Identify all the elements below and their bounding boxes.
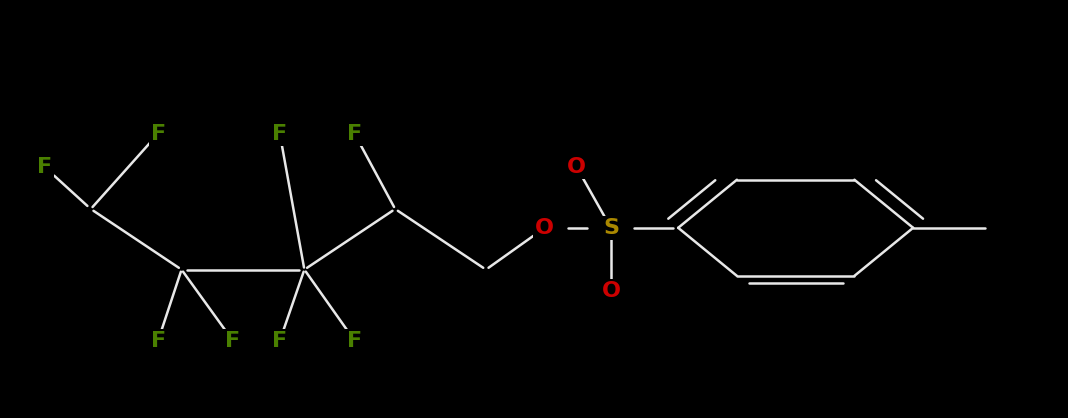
Text: F: F (347, 331, 362, 351)
Text: O: O (535, 218, 554, 238)
Text: F: F (151, 331, 166, 351)
Text: O: O (601, 280, 621, 301)
Text: F: F (225, 331, 240, 351)
Text: F: F (272, 331, 287, 351)
Text: F: F (347, 124, 362, 144)
Text: F: F (37, 157, 52, 177)
Text: F: F (272, 124, 287, 144)
Text: F: F (151, 124, 166, 144)
Text: S: S (603, 218, 618, 238)
Text: O: O (567, 157, 586, 177)
